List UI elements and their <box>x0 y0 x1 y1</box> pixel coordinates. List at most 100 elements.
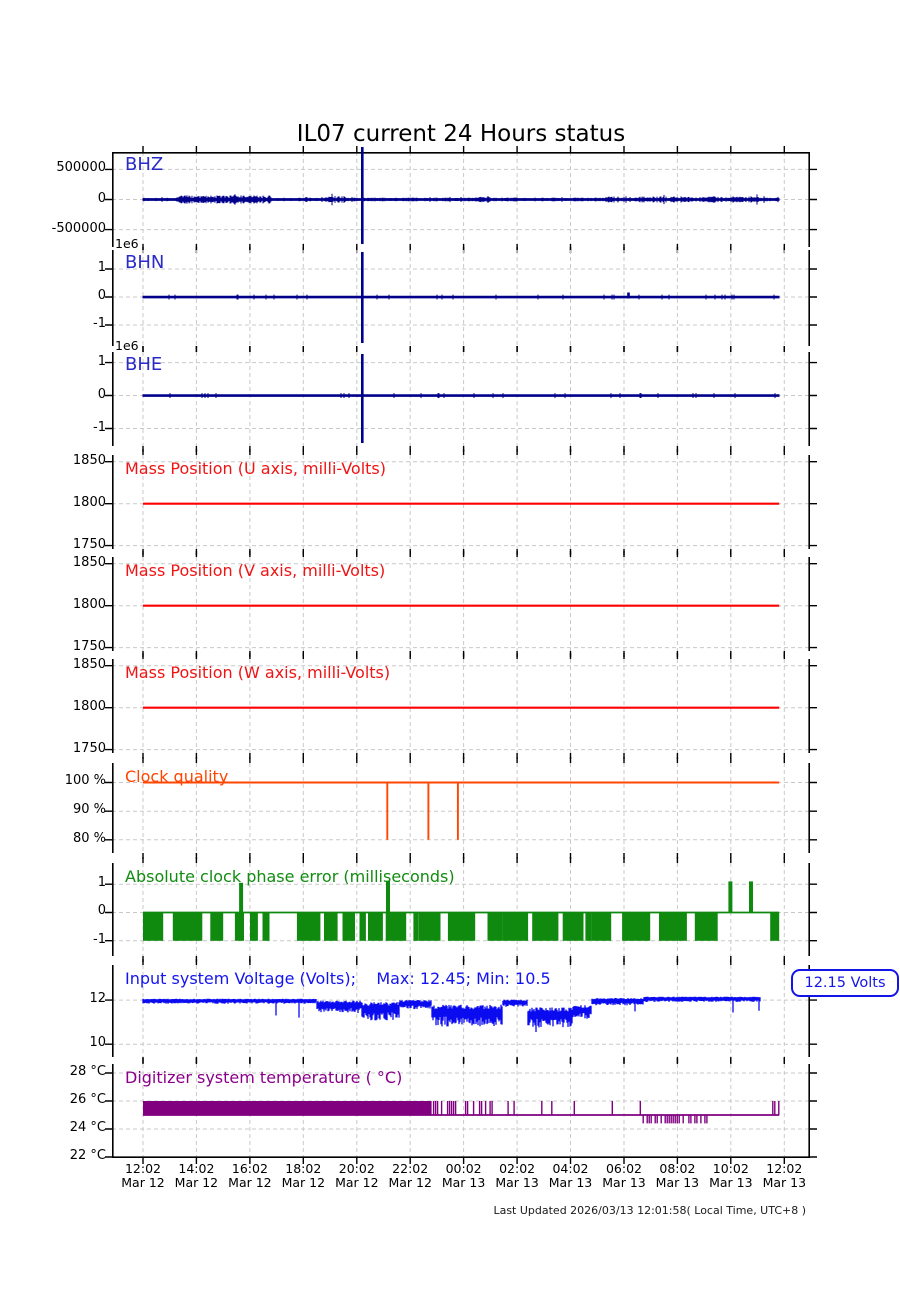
bhe-waveform <box>142 393 780 398</box>
panel-clock-phase-error: Absolute clock phase error (milliseconds… <box>105 857 817 962</box>
x-tick-label: 18:02 Mar 12 <box>265 1162 341 1189</box>
digitizer-temperature-plot <box>105 1058 817 1164</box>
y-tick-label: 1850 <box>72 554 106 570</box>
x-tick-time: 16:02 <box>231 1161 268 1176</box>
panel-digitizer-temperature: Digitizer system temperature ( °C) <box>105 1058 817 1164</box>
y-tick-label: 28 °C <box>69 1063 106 1079</box>
tick-marks <box>105 857 817 962</box>
x-tick-time: 06:02 <box>605 1161 643 1176</box>
y-tick-label: 0 <box>97 190 106 206</box>
x-tick-time: 18:02 <box>285 1161 322 1176</box>
y-tick-label: 1 <box>97 353 106 369</box>
axis-spines <box>112 659 810 753</box>
x-tick-time: 22:02 <box>392 1161 429 1176</box>
axis-offset-label: 1e6 <box>115 236 139 251</box>
last-updated-text: Last Updated 2026/03/13 12:01:58( Local … <box>493 1204 806 1217</box>
panel-mass-u: Mass Position (U axis, milli-Volts) <box>105 449 817 555</box>
y-tick-label: 80 % <box>72 830 106 846</box>
mass-w-plot <box>105 653 817 759</box>
y-tick-label: 1850 <box>72 452 106 468</box>
axis-spines <box>112 152 810 247</box>
x-tick-label: 14:02 Mar 12 <box>158 1162 234 1189</box>
x-tick-label: 02:02 Mar 13 <box>479 1162 555 1189</box>
y-tick-label: 100 % <box>64 773 106 789</box>
x-tick-label: 08:02 Mar 13 <box>639 1162 715 1189</box>
gridlines <box>112 352 810 446</box>
bhn-plot <box>105 244 817 352</box>
y-tick-label: 1800 <box>72 596 106 612</box>
x-tick-time: 14:02 <box>178 1161 215 1176</box>
tick-marks <box>105 1058 817 1164</box>
axis-spines <box>112 352 810 446</box>
temperature-strokes <box>143 1101 780 1124</box>
phase-bars <box>143 880 780 941</box>
tick-marks <box>105 449 817 555</box>
y-tick-label: 0 <box>97 288 106 304</box>
tick-marks <box>105 757 817 859</box>
axis-spines <box>112 1064 810 1158</box>
x-tick-time: 12:02 <box>124 1161 162 1176</box>
axis-spines <box>112 763 810 853</box>
axis-offset-label: 1e6 <box>115 338 139 353</box>
bhe-plot <box>105 346 817 452</box>
x-tick-time: 04:02 <box>552 1161 589 1176</box>
x-tick-time: 10:02 <box>712 1161 749 1176</box>
bhn-waveform <box>142 294 780 300</box>
y-tick-label: 0 <box>97 903 106 919</box>
x-tick-date: Mar 13 <box>762 1174 807 1190</box>
y-tick-label: 1 <box>97 875 106 891</box>
y-tick-label: 1750 <box>72 638 106 654</box>
x-tick-date: Mar 13 <box>548 1174 593 1190</box>
x-tick-label: 06:02 Mar 13 <box>586 1162 662 1189</box>
clock-quality-line <box>143 781 780 840</box>
bhz-waveform <box>142 193 780 206</box>
y-tick-label: -1 <box>93 931 106 947</box>
axis-spines <box>112 455 810 549</box>
clock-quality-plot <box>105 757 817 859</box>
panel-clock-quality: Clock quality <box>105 757 817 859</box>
y-tick-label: 90 % <box>72 802 106 818</box>
gridlines <box>112 455 810 549</box>
y-tick-label: 0 <box>97 386 106 402</box>
clock-phase-error-plot <box>105 857 817 962</box>
x-tick-label: 22:02 Mar 12 <box>372 1162 448 1189</box>
x-tick-time: 08:02 <box>659 1161 696 1176</box>
x-tick-label: 10:02 Mar 13 <box>693 1162 769 1189</box>
x-tick-date: Mar 13 <box>441 1174 486 1190</box>
x-tick-label: 20:02 Mar 12 <box>319 1162 395 1189</box>
panel-bhz: BHZ <box>105 146 817 253</box>
x-tick-label: 12:02 Mar 13 <box>746 1162 822 1189</box>
y-tick-label: 24 °C <box>69 1120 106 1135</box>
y-tick-label: 1800 <box>72 698 106 714</box>
y-tick-label: -1 <box>93 419 106 435</box>
y-tick-label: 500000 <box>56 160 106 176</box>
x-tick-date: Mar 12 <box>281 1174 326 1190</box>
y-tick-label: -1 <box>93 316 106 331</box>
x-tick-date: Mar 12 <box>121 1174 165 1190</box>
x-tick-date: Mar 13 <box>495 1174 539 1190</box>
gridlines <box>112 863 810 956</box>
axis-spines <box>112 863 810 956</box>
panel-bhn: BHN <box>105 244 817 352</box>
y-tick-label: 1750 <box>72 740 106 756</box>
x-tick-date: Mar 12 <box>388 1174 432 1190</box>
panel-mass-w: Mass Position (W axis, milli-Volts) <box>105 653 817 759</box>
panel-bhe: BHE <box>105 346 817 452</box>
gridlines <box>112 659 810 753</box>
mass-v-plot <box>105 551 817 657</box>
x-tick-time: 02:02 <box>499 1161 536 1176</box>
x-tick-label: 16:02 Mar 12 <box>212 1162 288 1189</box>
tick-marks <box>105 653 817 759</box>
panel-input-voltage: Input system Voltage (Volts); Max: 12.45… <box>105 959 817 1063</box>
x-tick-date: Mar 13 <box>709 1174 753 1190</box>
y-tick-label: 1850 <box>72 656 106 672</box>
x-tick-label: 04:02 Mar 13 <box>533 1162 609 1189</box>
x-tick-date: Mar 13 <box>602 1174 646 1190</box>
gridlines <box>112 557 810 651</box>
tick-marks <box>105 346 817 452</box>
x-tick-time: 20:02 <box>338 1161 375 1176</box>
x-tick-label: 00:02 Mar 13 <box>426 1162 502 1189</box>
x-tick-date: Mar 13 <box>655 1174 700 1190</box>
input-voltage-plot <box>105 959 817 1063</box>
